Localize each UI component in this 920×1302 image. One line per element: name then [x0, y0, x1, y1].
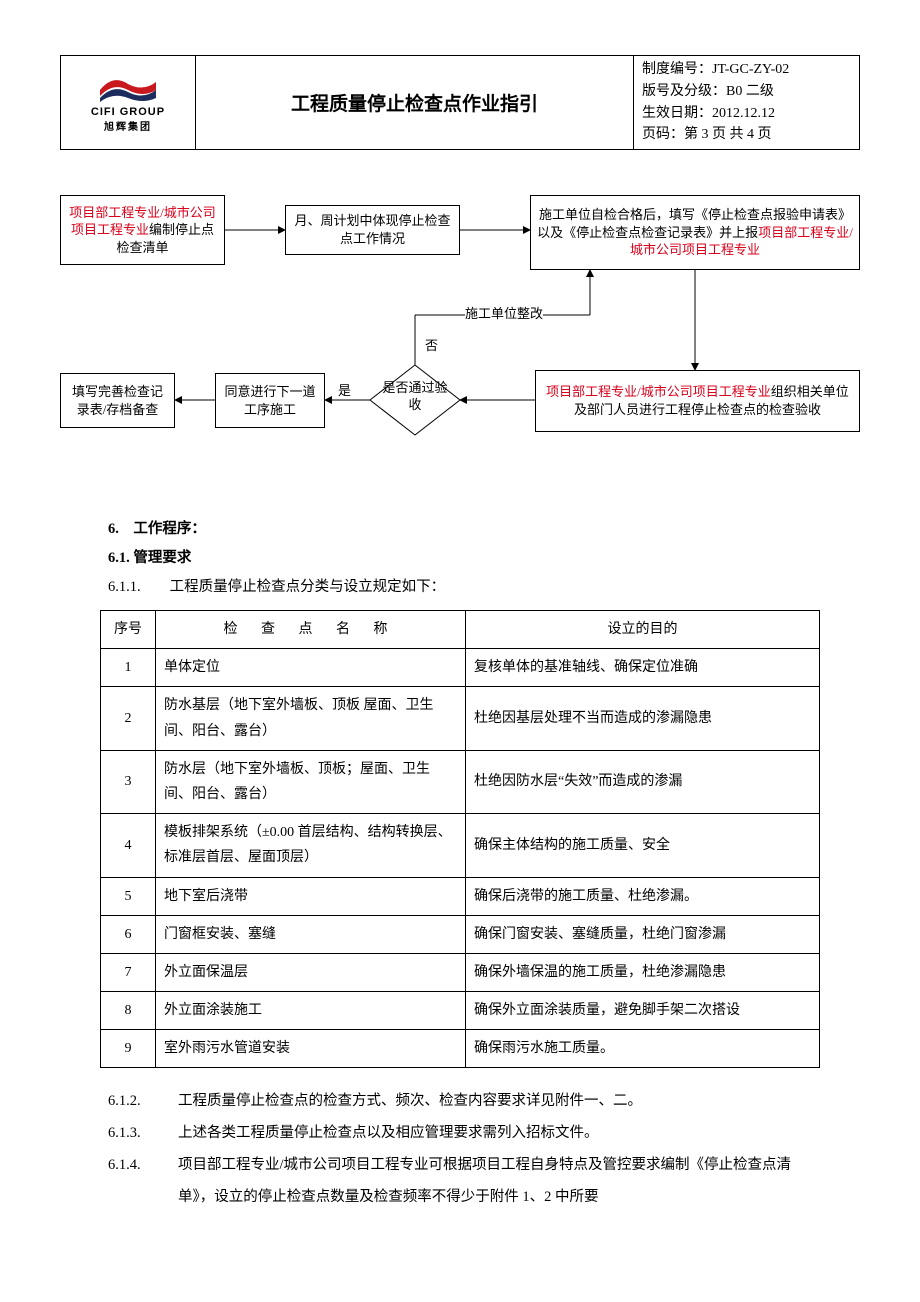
heading-6-1: 6.1. 管理要求 [108, 544, 812, 573]
cell-purpose: 杜绝因防水层“失效”而造成的渗漏 [466, 750, 820, 813]
logo-cell: CIFI GROUP 旭辉集团 [61, 56, 196, 149]
cell-name: 外立面涂装施工 [156, 992, 466, 1030]
cifi-logo-icon [98, 72, 158, 104]
doc-title: 工程质量停止检查点作业指引 [196, 56, 634, 149]
logo-text-en: CIFI GROUP [91, 106, 165, 118]
checkpoint-table: 序号 检 查 点 名 称 设立的目的 1单体定位复核单体的基准轴线、确保定位准确… [100, 610, 820, 1068]
flow-box-5: 同意进行下一道工序施工 [215, 373, 325, 428]
cell-name: 单体定位 [156, 649, 466, 687]
table-row: 9室外雨污水管道安装确保雨污水施工质量。 [101, 1030, 820, 1068]
table-row: 6门窗框安装、塞缝确保门窗安装、塞缝质量，杜绝门窗渗漏 [101, 915, 820, 953]
th-name: 检 查 点 名 称 [156, 611, 466, 649]
cell-index: 6 [101, 915, 156, 953]
flow-box-2: 月、周计划中体现停止检查点工作情况 [285, 205, 460, 255]
cell-index: 7 [101, 953, 156, 991]
flow-box4-red: 项目部工程专业/城市公司项目工程专业 [546, 384, 771, 399]
cell-index: 3 [101, 750, 156, 813]
para-6-1-3: 6.1.3. 上述各类工程质量停止检查点以及相应管理要求需列入招标文件。 [108, 1118, 812, 1150]
cell-index: 9 [101, 1030, 156, 1068]
meta-page: 页码：第 3 页 共 4 页 [642, 124, 851, 146]
cell-index: 8 [101, 992, 156, 1030]
cell-index: 2 [101, 687, 156, 750]
cell-purpose: 确保外墙保温的施工质量，杜绝渗漏隐患 [466, 953, 820, 991]
th-index: 序号 [101, 611, 156, 649]
para-num: 6.1.4. [108, 1150, 178, 1214]
flow-label-yes: 是 [338, 380, 351, 399]
flow-label-rectify: 施工单位整改 [465, 303, 543, 322]
section-6: 6. 工作程序： 6.1. 管理要求 6.1.1. 工程质量停止检查点分类与设立… [60, 505, 860, 602]
flow-box-4: 项目部工程专业/城市公司项目工程专业组织相关单位及部门人员进行工程停止检查点的检… [535, 370, 860, 432]
flow-label-no: 否 [425, 335, 438, 354]
flow-box-6: 填写完善检查记录表/存档备查 [60, 373, 175, 428]
heading-6: 6. 工作程序： [108, 515, 812, 544]
cell-purpose: 复核单体的基准轴线、确保定位准确 [466, 649, 820, 687]
table-row: 1单体定位复核单体的基准轴线、确保定位准确 [101, 649, 820, 687]
cell-index: 5 [101, 877, 156, 915]
para-num: 6.1.3. [108, 1118, 178, 1150]
table-row: 8外立面涂装施工确保外立面涂装质量，避免脚手架二次搭设 [101, 992, 820, 1030]
flowchart: 项目部工程专业/城市公司项目工程专业编制停止点检查清单 月、周计划中体现停止检查… [60, 195, 860, 495]
cell-index: 4 [101, 814, 156, 877]
para-num: 6.1.2. [108, 1086, 178, 1118]
flow-box-1: 项目部工程专业/城市公司项目工程专业编制停止点检查清单 [60, 195, 225, 265]
table-row: 5地下室后浇带确保后浇带的施工质量、杜绝渗漏。 [101, 877, 820, 915]
para-text: 上述各类工程质量停止检查点以及相应管理要求需列入招标文件。 [178, 1118, 812, 1150]
cell-purpose: 确保主体结构的施工质量、安全 [466, 814, 820, 877]
para-6-1-4: 6.1.4. 项目部工程专业/城市公司项目工程专业可根据项目工程自身特点及管控要… [108, 1150, 812, 1214]
cell-purpose: 确保外立面涂装质量，避免脚手架二次搭设 [466, 992, 820, 1030]
para-6-1-2: 6.1.2. 工程质量停止检查点的检查方式、频次、检查内容要求详见附件一、二。 [108, 1086, 812, 1118]
meta-date: 生效日期：2012.12.12 [642, 103, 851, 125]
cell-purpose: 杜绝因基层处理不当而造成的渗漏隐患 [466, 687, 820, 750]
page: CIFI GROUP 旭辉集团 工程质量停止检查点作业指引 制度编号：JT-GC… [0, 0, 920, 1254]
cell-name: 外立面保温层 [156, 953, 466, 991]
cell-purpose: 确保雨污水施工质量。 [466, 1030, 820, 1068]
table-body: 1单体定位复核单体的基准轴线、确保定位准确2防水基层（地下室外墙板、顶板 屋面、… [101, 649, 820, 1068]
flow-decision: 是否通过验收 [378, 380, 452, 414]
header-bar: CIFI GROUP 旭辉集团 工程质量停止检查点作业指引 制度编号：JT-GC… [60, 55, 860, 150]
cell-name: 门窗框安装、塞缝 [156, 915, 466, 953]
cell-index: 1 [101, 649, 156, 687]
th-purpose: 设立的目的 [466, 611, 820, 649]
doc-meta: 制度编号：JT-GC-ZY-02 版号及分级：B0 二级 生效日期：2012.1… [634, 56, 859, 149]
para-6-1-1: 6.1.1. 工程质量停止检查点分类与设立规定如下： [108, 573, 812, 602]
logo-text-cn: 旭辉集团 [104, 118, 152, 133]
meta-code: 制度编号：JT-GC-ZY-02 [642, 59, 851, 81]
table-row: 4模板排架系统（±0.00 首层结构、结构转换层、标准层首层、屋面顶层）确保主体… [101, 814, 820, 877]
table-row: 2防水基层（地下室外墙板、顶板 屋面、卫生间、阳台、露台）杜绝因基层处理不当而造… [101, 687, 820, 750]
cell-name: 防水基层（地下室外墙板、顶板 屋面、卫生间、阳台、露台） [156, 687, 466, 750]
table-header-row: 序号 检 查 点 名 称 设立的目的 [101, 611, 820, 649]
para-text: 工程质量停止检查点的检查方式、频次、检查内容要求详见附件一、二。 [178, 1086, 812, 1118]
table-row: 3防水层（地下室外墙板、顶板；屋面、卫生间、阳台、露台）杜绝因防水层“失效”而造… [101, 750, 820, 813]
para-list: 6.1.2. 工程质量停止检查点的检查方式、频次、检查内容要求详见附件一、二。 … [60, 1068, 860, 1214]
para-text: 项目部工程专业/城市公司项目工程专业可根据项目工程自身特点及管控要求编制《停止检… [178, 1150, 812, 1214]
cell-purpose: 确保门窗安装、塞缝质量，杜绝门窗渗漏 [466, 915, 820, 953]
cell-purpose: 确保后浇带的施工质量、杜绝渗漏。 [466, 877, 820, 915]
cell-name: 防水层（地下室外墙板、顶板；屋面、卫生间、阳台、露台） [156, 750, 466, 813]
table-row: 7外立面保温层确保外墙保温的施工质量，杜绝渗漏隐患 [101, 953, 820, 991]
flow-box-3: 施工单位自检合格后，填写《停止检查点报验申请表》以及《停止检查点检查记录表》并上… [530, 195, 860, 270]
cell-name: 室外雨污水管道安装 [156, 1030, 466, 1068]
cell-name: 地下室后浇带 [156, 877, 466, 915]
cell-name: 模板排架系统（±0.00 首层结构、结构转换层、标准层首层、屋面顶层） [156, 814, 466, 877]
meta-version: 版号及分级：B0 二级 [642, 81, 851, 103]
